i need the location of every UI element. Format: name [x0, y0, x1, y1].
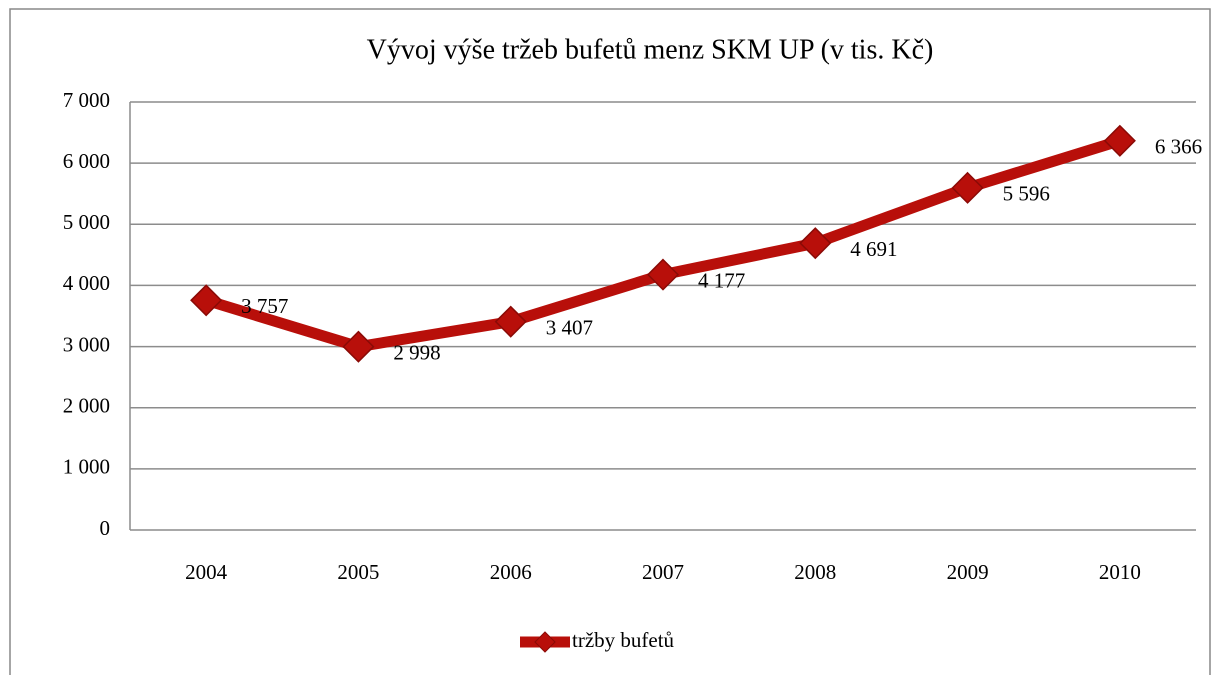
y-tick-label: 1 000	[63, 455, 110, 479]
y-tick-label: 5 000	[63, 210, 110, 234]
data-label: 4 691	[850, 237, 897, 261]
point-marker	[1103, 124, 1136, 157]
data-label: 6 366	[1155, 135, 1202, 159]
data-label: 4 177	[698, 268, 745, 292]
y-tick-label: 7 000	[63, 88, 110, 112]
point-marker	[342, 330, 375, 363]
y-tick-label: 3 000	[63, 332, 110, 356]
x-tick-label: 2008	[794, 560, 836, 584]
point-marker	[799, 227, 832, 260]
point-marker	[646, 258, 680, 291]
data-label: 2 998	[393, 341, 440, 365]
data-label: 5 596	[1003, 182, 1050, 206]
x-tick-label: 2009	[947, 560, 989, 584]
x-tick-label: 2004	[185, 560, 228, 584]
x-tick-label: 2005	[337, 560, 379, 584]
x-tick-label: 2007	[642, 560, 684, 584]
chart-border	[9, 8, 1211, 675]
data-label: 3 407	[546, 315, 593, 339]
data-label: 3 757	[241, 294, 288, 318]
y-tick-label: 2 000	[63, 394, 110, 418]
y-tick-label: 0	[100, 516, 111, 540]
point-marker	[951, 171, 984, 204]
y-tick-label: 4 000	[63, 271, 110, 295]
legend-marker	[534, 631, 556, 653]
x-tick-label: 2010	[1099, 560, 1141, 584]
point-marker	[494, 305, 527, 338]
y-tick-label: 6 000	[63, 149, 110, 173]
legend-label: tržby bufetů	[572, 628, 675, 652]
chart-title: Vývoj výše tržeb bufetů menz SKM UP (v t…	[367, 34, 934, 65]
x-tick-label: 2006	[490, 560, 532, 584]
point-marker	[190, 284, 223, 317]
